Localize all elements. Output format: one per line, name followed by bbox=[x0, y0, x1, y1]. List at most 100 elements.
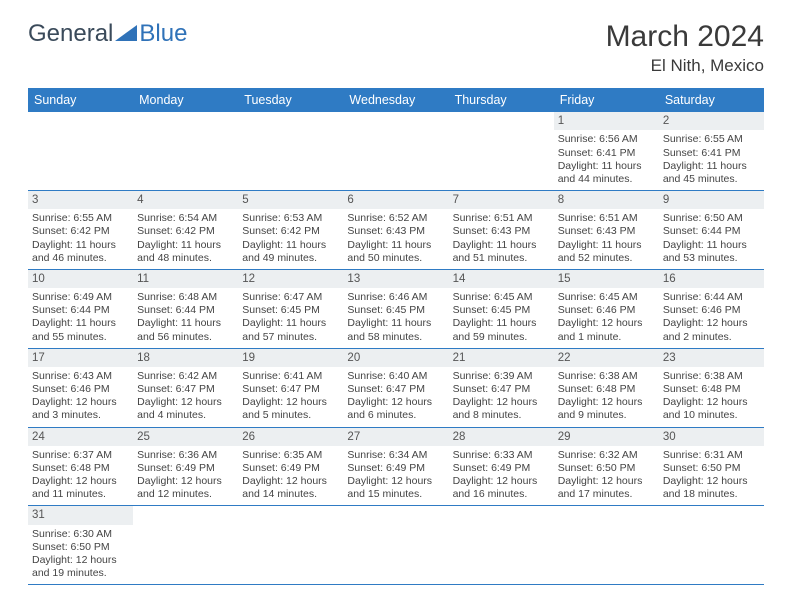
day-cell: 10Sunrise: 6:49 AMSunset: 6:44 PMDayligh… bbox=[28, 270, 133, 348]
daylight1-text: Daylight: 12 hours bbox=[663, 396, 760, 409]
sunrise-text: Sunrise: 6:46 AM bbox=[347, 291, 444, 304]
day-cell: 15Sunrise: 6:45 AMSunset: 6:46 PMDayligh… bbox=[554, 270, 659, 348]
daylight1-text: Daylight: 11 hours bbox=[663, 239, 760, 252]
dayname-wednesday: Wednesday bbox=[343, 88, 448, 112]
daylight2-text: and 55 minutes. bbox=[32, 331, 129, 344]
day-cell: 31Sunrise: 6:30 AMSunset: 6:50 PMDayligh… bbox=[28, 506, 133, 584]
daylight2-text: and 59 minutes. bbox=[453, 331, 550, 344]
sunset-text: Sunset: 6:43 PM bbox=[558, 225, 655, 238]
daylight1-text: Daylight: 12 hours bbox=[137, 475, 234, 488]
daylight1-text: Daylight: 12 hours bbox=[137, 396, 234, 409]
dayname-friday: Friday bbox=[554, 88, 659, 112]
daylight1-text: Daylight: 12 hours bbox=[663, 317, 760, 330]
day-number: 2 bbox=[659, 112, 764, 130]
day-number: 21 bbox=[449, 349, 554, 367]
day-cell: 27Sunrise: 6:34 AMSunset: 6:49 PMDayligh… bbox=[343, 428, 448, 506]
day-cell: 7Sunrise: 6:51 AMSunset: 6:43 PMDaylight… bbox=[449, 191, 554, 269]
sunset-text: Sunset: 6:43 PM bbox=[347, 225, 444, 238]
day-number: 8 bbox=[554, 191, 659, 209]
day-cell: 25Sunrise: 6:36 AMSunset: 6:49 PMDayligh… bbox=[133, 428, 238, 506]
day-cell: 9Sunrise: 6:50 AMSunset: 6:44 PMDaylight… bbox=[659, 191, 764, 269]
daylight1-text: Daylight: 12 hours bbox=[32, 475, 129, 488]
daylight2-text: and 6 minutes. bbox=[347, 409, 444, 422]
day-number: 31 bbox=[28, 506, 133, 524]
day-cell: 13Sunrise: 6:46 AMSunset: 6:45 PMDayligh… bbox=[343, 270, 448, 348]
day-cell: 20Sunrise: 6:40 AMSunset: 6:47 PMDayligh… bbox=[343, 349, 448, 427]
day-number: 27 bbox=[343, 428, 448, 446]
daylight1-text: Daylight: 11 hours bbox=[347, 239, 444, 252]
sunrise-text: Sunrise: 6:54 AM bbox=[137, 212, 234, 225]
sunset-text: Sunset: 6:50 PM bbox=[663, 462, 760, 475]
dayname-saturday: Saturday bbox=[659, 88, 764, 112]
daylight2-text: and 46 minutes. bbox=[32, 252, 129, 265]
sunrise-text: Sunrise: 6:35 AM bbox=[242, 449, 339, 462]
logo-triangle-icon bbox=[115, 20, 137, 48]
day-number: 29 bbox=[554, 428, 659, 446]
day-cell: 29Sunrise: 6:32 AMSunset: 6:50 PMDayligh… bbox=[554, 428, 659, 506]
sunset-text: Sunset: 6:48 PM bbox=[558, 383, 655, 396]
daylight2-text: and 19 minutes. bbox=[32, 567, 129, 580]
sunrise-text: Sunrise: 6:53 AM bbox=[242, 212, 339, 225]
empty-cell bbox=[343, 506, 448, 584]
daylight2-text: and 1 minute. bbox=[558, 331, 655, 344]
daylight1-text: Daylight: 11 hours bbox=[137, 317, 234, 330]
day-number: 11 bbox=[133, 270, 238, 288]
sunset-text: Sunset: 6:49 PM bbox=[347, 462, 444, 475]
sunset-text: Sunset: 6:49 PM bbox=[242, 462, 339, 475]
daylight2-text: and 48 minutes. bbox=[137, 252, 234, 265]
dayname-tuesday: Tuesday bbox=[238, 88, 343, 112]
day-cell: 22Sunrise: 6:38 AMSunset: 6:48 PMDayligh… bbox=[554, 349, 659, 427]
location: El Nith, Mexico bbox=[606, 56, 764, 76]
sunrise-text: Sunrise: 6:40 AM bbox=[347, 370, 444, 383]
empty-cell bbox=[238, 112, 343, 190]
daylight2-text: and 10 minutes. bbox=[663, 409, 760, 422]
sunrise-text: Sunrise: 6:47 AM bbox=[242, 291, 339, 304]
empty-cell bbox=[343, 112, 448, 190]
week-row: 17Sunrise: 6:43 AMSunset: 6:46 PMDayligh… bbox=[28, 349, 764, 428]
dayname-thursday: Thursday bbox=[449, 88, 554, 112]
day-cell: 11Sunrise: 6:48 AMSunset: 6:44 PMDayligh… bbox=[133, 270, 238, 348]
sunrise-text: Sunrise: 6:48 AM bbox=[137, 291, 234, 304]
day-cell: 3Sunrise: 6:55 AMSunset: 6:42 PMDaylight… bbox=[28, 191, 133, 269]
day-cell: 8Sunrise: 6:51 AMSunset: 6:43 PMDaylight… bbox=[554, 191, 659, 269]
daylight2-text: and 8 minutes. bbox=[453, 409, 550, 422]
sunrise-text: Sunrise: 6:30 AM bbox=[32, 528, 129, 541]
sunrise-text: Sunrise: 6:44 AM bbox=[663, 291, 760, 304]
dayname-monday: Monday bbox=[133, 88, 238, 112]
sunset-text: Sunset: 6:47 PM bbox=[453, 383, 550, 396]
day-number: 12 bbox=[238, 270, 343, 288]
week-row: 24Sunrise: 6:37 AMSunset: 6:48 PMDayligh… bbox=[28, 428, 764, 507]
day-cell: 14Sunrise: 6:45 AMSunset: 6:45 PMDayligh… bbox=[449, 270, 554, 348]
sunrise-text: Sunrise: 6:55 AM bbox=[32, 212, 129, 225]
day-cell: 24Sunrise: 6:37 AMSunset: 6:48 PMDayligh… bbox=[28, 428, 133, 506]
sunrise-text: Sunrise: 6:51 AM bbox=[453, 212, 550, 225]
daylight1-text: Daylight: 12 hours bbox=[32, 554, 129, 567]
sunrise-text: Sunrise: 6:52 AM bbox=[347, 212, 444, 225]
sunrise-text: Sunrise: 6:31 AM bbox=[663, 449, 760, 462]
day-cell: 19Sunrise: 6:41 AMSunset: 6:47 PMDayligh… bbox=[238, 349, 343, 427]
sunset-text: Sunset: 6:42 PM bbox=[32, 225, 129, 238]
daylight2-text: and 18 minutes. bbox=[663, 488, 760, 501]
day-number: 14 bbox=[449, 270, 554, 288]
daylight2-text: and 9 minutes. bbox=[558, 409, 655, 422]
sunset-text: Sunset: 6:44 PM bbox=[663, 225, 760, 238]
logo-text-1: General bbox=[28, 20, 113, 48]
sunset-text: Sunset: 6:44 PM bbox=[32, 304, 129, 317]
empty-cell bbox=[133, 112, 238, 190]
sunrise-text: Sunrise: 6:38 AM bbox=[558, 370, 655, 383]
day-number: 28 bbox=[449, 428, 554, 446]
day-cell: 26Sunrise: 6:35 AMSunset: 6:49 PMDayligh… bbox=[238, 428, 343, 506]
day-number: 10 bbox=[28, 270, 133, 288]
empty-cell bbox=[238, 506, 343, 584]
day-number: 4 bbox=[133, 191, 238, 209]
sunset-text: Sunset: 6:42 PM bbox=[137, 225, 234, 238]
day-number: 24 bbox=[28, 428, 133, 446]
sunrise-text: Sunrise: 6:32 AM bbox=[558, 449, 655, 462]
empty-cell bbox=[133, 506, 238, 584]
day-number: 5 bbox=[238, 191, 343, 209]
day-number: 9 bbox=[659, 191, 764, 209]
sunrise-text: Sunrise: 6:43 AM bbox=[32, 370, 129, 383]
sunset-text: Sunset: 6:46 PM bbox=[32, 383, 129, 396]
daylight1-text: Daylight: 12 hours bbox=[32, 396, 129, 409]
daylight1-text: Daylight: 11 hours bbox=[347, 317, 444, 330]
